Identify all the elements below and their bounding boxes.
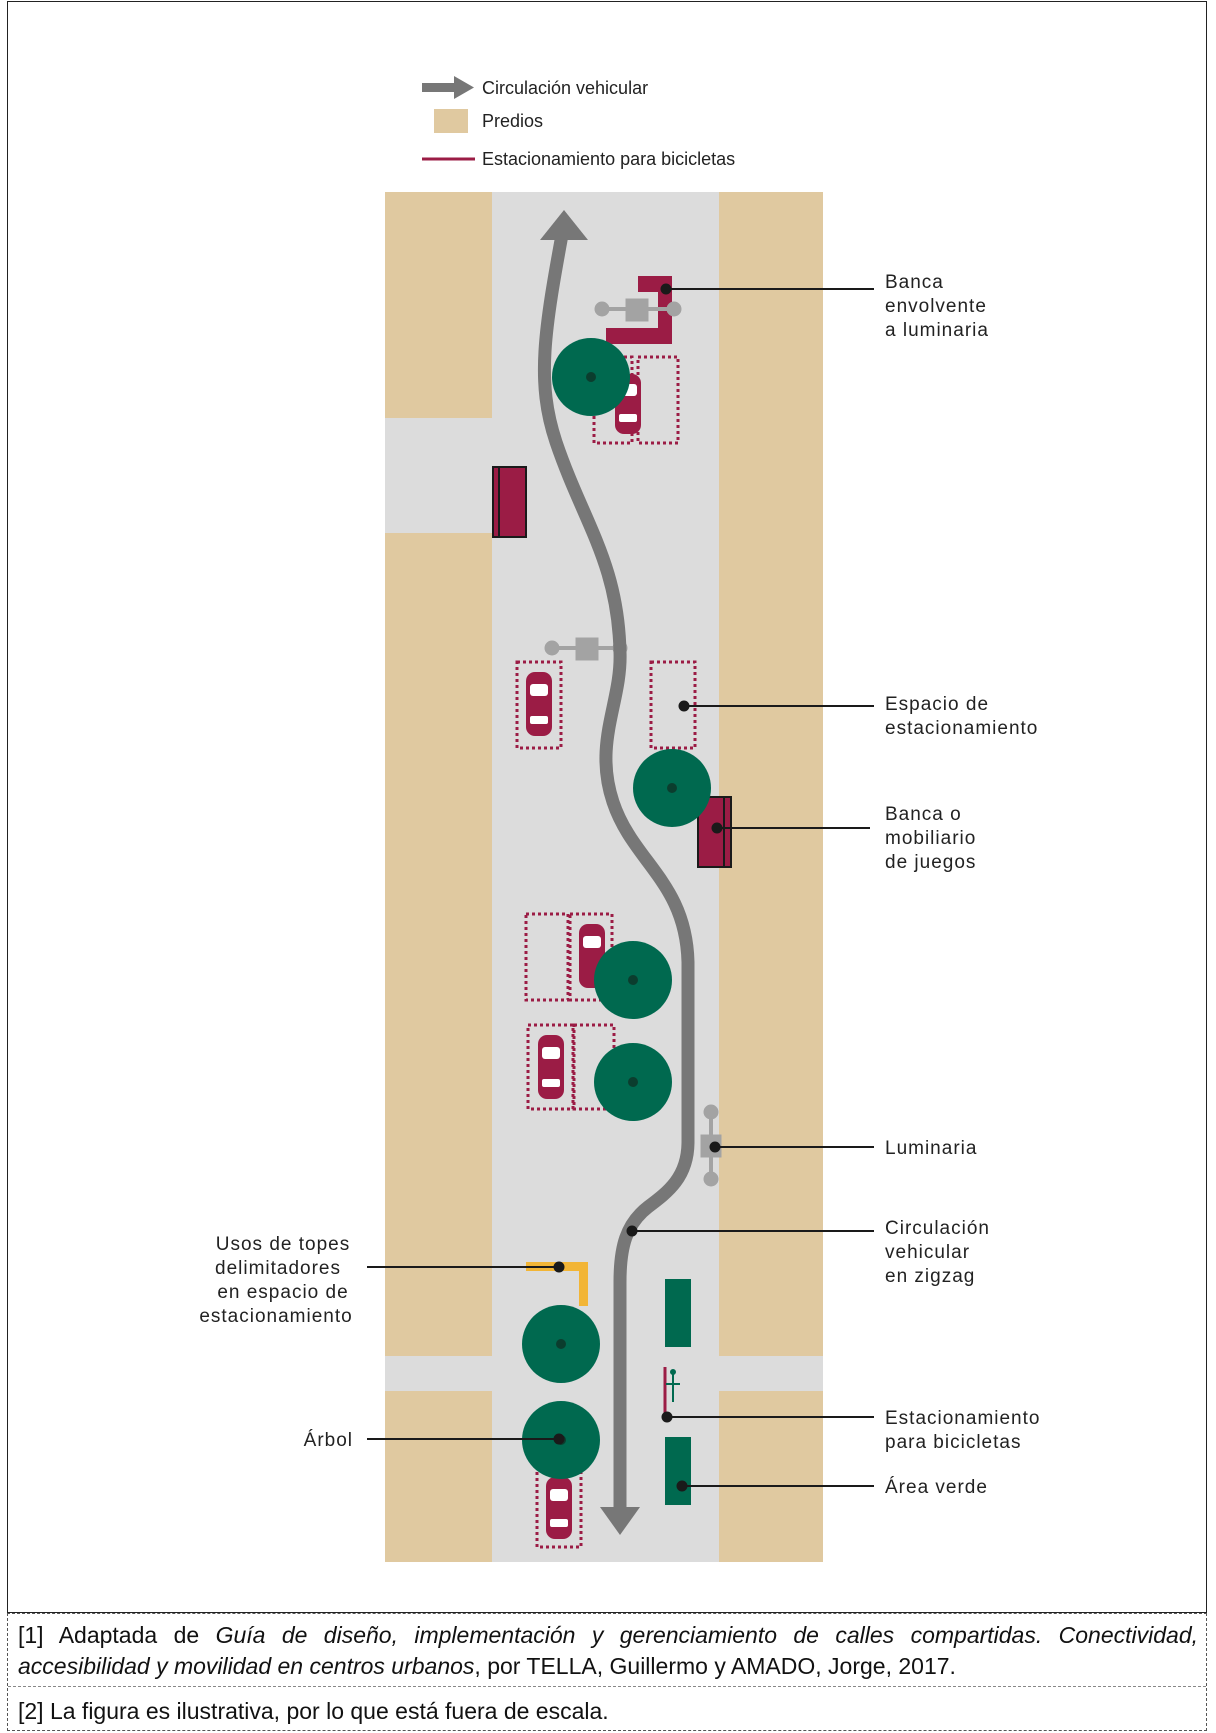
right-labels: Banca envolvente a luminaria Espacio de …	[885, 272, 1040, 1498]
green-area	[665, 1279, 691, 1347]
lot-left-2	[385, 533, 492, 1356]
lot-left-3	[385, 1391, 492, 1562]
shared-street-diagram: Circulación vehicular Predios Estacionam…	[199, 76, 1040, 1562]
figure-frame: Circulación vehicular Predios Estacionam…	[7, 1, 1207, 1613]
label-banca-envolvente: Banca	[885, 272, 944, 293]
bicycle-icon	[666, 1369, 680, 1402]
street-layout	[385, 192, 823, 1562]
svg-text:estacionamiento: estacionamiento	[199, 1306, 352, 1327]
leader-lines	[367, 283, 874, 1492]
parking-space	[572, 1023, 616, 1111]
bike-parking	[663, 1367, 680, 1416]
svg-text:mobiliario: mobiliario	[885, 828, 976, 849]
svg-text:envolvente: envolvente	[885, 296, 987, 317]
label-usos-topes: Usos de topes	[216, 1234, 350, 1255]
label-circulacion-zigzag: Circulación	[885, 1218, 990, 1239]
green-area	[665, 1437, 691, 1505]
svg-text:para bicicletas: para bicicletas	[885, 1432, 1021, 1453]
left-labels: Usos de topes delimitadores en espacio d…	[199, 1234, 353, 1451]
svg-text:de juegos: de juegos	[885, 852, 976, 873]
legend-arrow-icon	[422, 76, 474, 99]
parking-space	[524, 912, 570, 1002]
arrow-head-bottom-icon	[600, 1507, 640, 1535]
label-banca-juegos: Banca o	[885, 804, 962, 825]
notes-divider	[8, 1686, 1206, 1687]
zigzag-vehicle-circulation	[537, 210, 695, 1535]
bench-icon	[492, 466, 527, 538]
legend: Circulación vehicular Predios Estacionam…	[422, 76, 735, 169]
svg-text:en zigzag: en zigzag	[885, 1266, 975, 1287]
source-title: Guía de diseño, implementación y gerenci…	[18, 1622, 1198, 1679]
cross-street-top	[385, 418, 492, 533]
label-area-verde: Área verde	[885, 1477, 988, 1498]
label-arbol: Árbol	[304, 1430, 353, 1451]
source-note: [1] Adaptada de Guía de diseño, implemen…	[18, 1622, 1198, 1679]
figure-notes: [1] Adaptada de Guía de diseño, implemen…	[7, 1613, 1207, 1731]
parking-space	[636, 355, 680, 445]
parking-space	[515, 660, 563, 750]
arrow-head-top-icon	[540, 210, 588, 240]
svg-text:a luminaria: a luminaria	[885, 320, 989, 341]
label-estacionamiento-bicicletas: Estacionamiento	[885, 1408, 1040, 1429]
legend-lots-swatch	[434, 109, 468, 133]
car-icon	[546, 1477, 572, 1539]
tree-icon	[633, 749, 711, 827]
tree-icon	[594, 941, 672, 1019]
scale-note: [2] La figura es ilustrativa, por lo que…	[18, 1698, 609, 1724]
label-espacio-estacionamiento: Espacio de	[885, 694, 989, 715]
svg-text:delimitadores: delimitadores	[215, 1258, 341, 1279]
tree-icon	[522, 1305, 600, 1383]
lot-left-1	[385, 192, 492, 418]
label-luminaria: Luminaria	[885, 1138, 977, 1159]
car-icon	[526, 672, 552, 736]
parking-space	[535, 1465, 583, 1549]
lot-right-1	[719, 192, 823, 1356]
tree-icon	[594, 1043, 672, 1121]
svg-text:estacionamiento: estacionamiento	[885, 718, 1038, 739]
svg-text:vehicular: vehicular	[885, 1242, 970, 1263]
luminaire-icon	[594, 298, 682, 322]
legend-bike-parking-label: Estacionamiento para bicicletas	[482, 149, 735, 169]
tree-icon	[552, 338, 630, 416]
svg-text:en espacio de: en espacio de	[217, 1282, 348, 1303]
legend-vehicle-flow-label: Circulación vehicular	[482, 78, 648, 98]
legend-lots-label: Predios	[482, 111, 543, 131]
cross-street-bottom	[385, 1356, 823, 1391]
lot-right-2	[719, 1391, 823, 1562]
car-icon	[538, 1035, 564, 1099]
